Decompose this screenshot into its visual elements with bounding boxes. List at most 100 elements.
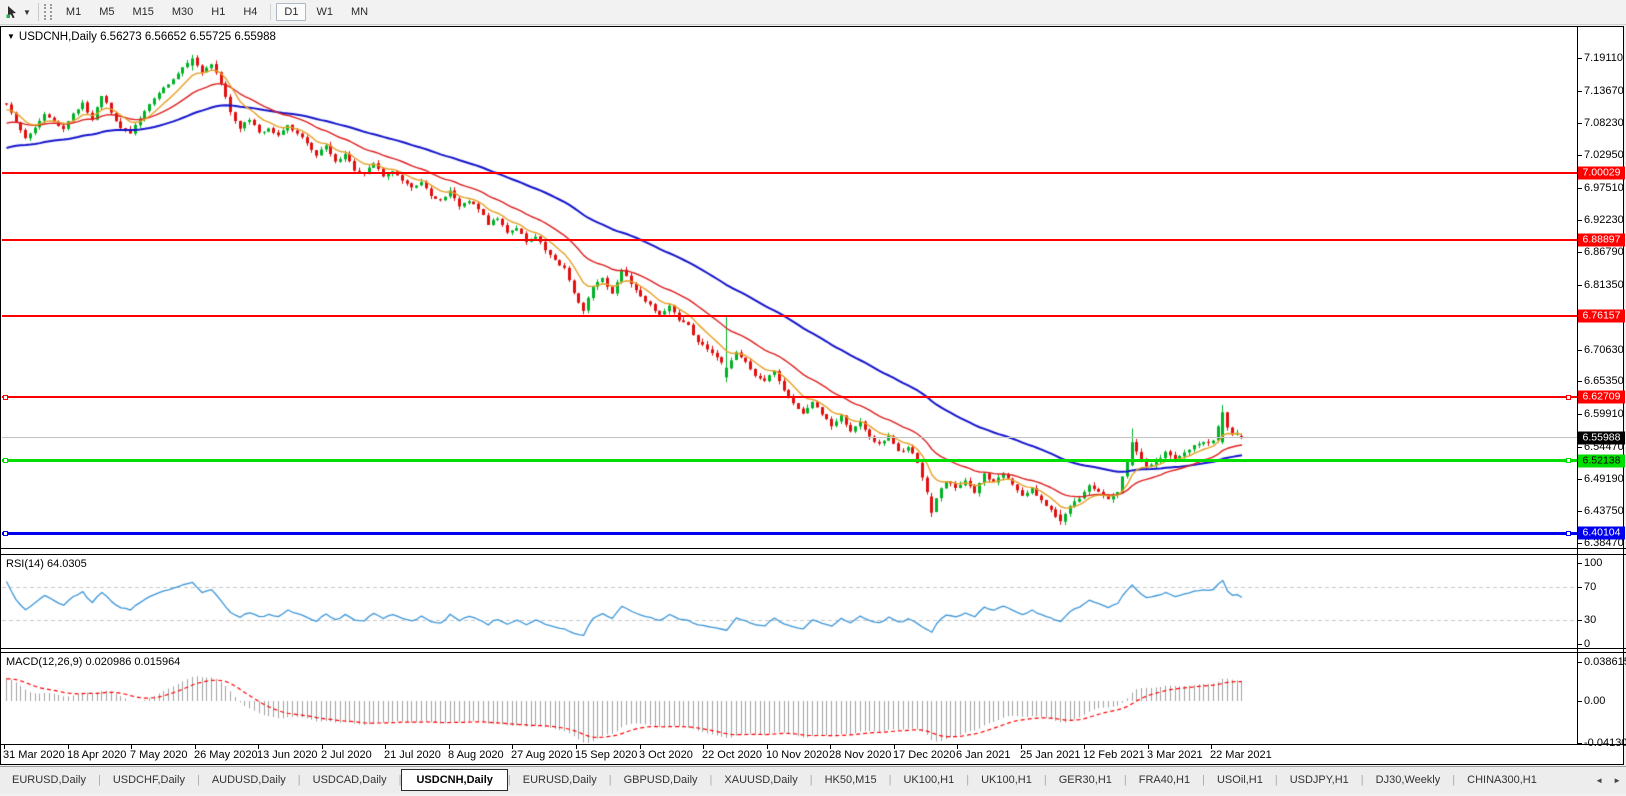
rsi-label: RSI(14) 64.0305 (6, 558, 87, 570)
price-tick-6.49190-tick (1578, 479, 1582, 480)
chart-tab-usdjpy-h1[interactable]: USDJPY,H1 (1289, 774, 1349, 786)
rsi-panel-bottom-border[interactable] (0, 648, 1626, 649)
chart-tab-china300-h1[interactable]: CHINA300,H1 (1467, 774, 1537, 786)
price-tick-6.92230-tick (1578, 220, 1582, 221)
date-label: 12 Feb 2021 (1083, 749, 1145, 761)
price-tick-6.43750-label: 6.43750 (1584, 505, 1624, 518)
price-tick-7.13670-label: 7.13670 (1584, 84, 1624, 97)
timeframe-button-m30[interactable]: M30 (171, 6, 194, 18)
tab-separator: | (1274, 774, 1278, 786)
date-label: 22 Mar 2021 (1210, 749, 1272, 761)
chart-tab-uk100-h1[interactable]: UK100,H1 (981, 774, 1032, 786)
tab-separator: | (1202, 774, 1205, 786)
date-label: 26 May 2020 (194, 749, 258, 761)
rsi-indicator-canvas[interactable] (2, 555, 1577, 647)
tab-scroll-left-button[interactable]: ◄ (1595, 775, 1604, 785)
horizontal-line-6.88897[interactable] (2, 239, 1577, 241)
date-label: 28 Nov 2020 (829, 749, 892, 761)
tab-separator: | (398, 774, 402, 786)
timeframe-button-m5[interactable]: M5 (99, 6, 115, 18)
date-tick (767, 745, 768, 749)
rsi-panel-top-border (0, 554, 1626, 555)
date-label: 10 Nov 2020 (766, 749, 829, 761)
line-handle-left-6.62709[interactable] (3, 395, 8, 400)
tab-separator: | (97, 774, 101, 786)
macd-indicator-canvas[interactable] (2, 653, 1577, 743)
price-tick-6.92230-label: 6.92230 (1584, 213, 1624, 226)
chart-tab-hk50-m15[interactable]: HK50,M15 (824, 774, 877, 786)
date-label: 25 Jan 2021 (1020, 749, 1081, 761)
timeframe-button-m15[interactable]: M15 (132, 6, 154, 18)
line-handle-left-6.52138[interactable] (3, 458, 8, 463)
rsi-value: 64.0305 (46, 558, 87, 570)
hline-price-badge-6.40104: 6.40104 (1578, 526, 1625, 540)
horizontal-line-6.76157[interactable] (2, 315, 1577, 317)
chart-tab-eurusd-daily[interactable]: EURUSD,Daily (522, 774, 597, 786)
date-label: 27 Aug 2020 (511, 749, 573, 761)
price-tick-6.81350-label: 6.81350 (1584, 279, 1624, 291)
chart-tab-usdcad-daily[interactable]: USDCAD,Daily (312, 774, 387, 786)
hline-price-badge-6.62709: 6.62709 (1578, 390, 1625, 404)
rsi-tick-70-label: 70 (1584, 581, 1597, 594)
macd-values: 0.020986 0.015964 (85, 656, 181, 668)
chart-tab-usdcnh-daily[interactable]: USDCNH,Daily (401, 769, 508, 791)
chart-tab-usdchf-daily[interactable]: USDCHF,Daily (112, 774, 185, 786)
macd-tick--0.041306-tick (1578, 743, 1582, 744)
toolbar-grip-handle[interactable] (43, 4, 52, 20)
timeframe-button-h4[interactable]: H4 (243, 6, 258, 18)
price-tick-7.19110-tick (1578, 58, 1582, 59)
price-tick-7.19110-label: 7.19110 (1584, 51, 1623, 64)
cursor-tool-button[interactable] (4, 3, 22, 21)
chart-tab-fra40-h1[interactable]: FRA40,H1 (1138, 774, 1191, 786)
price-tick-6.38470-label: 6.38470 (1584, 537, 1624, 549)
date-tick (258, 745, 259, 749)
line-handle-right-6.40104[interactable] (1566, 531, 1571, 536)
chart-tab-dj30-weekly[interactable]: DJ30,Weekly (1375, 774, 1441, 786)
timeframe-button-w1[interactable]: W1 (316, 6, 333, 18)
date-tick (1021, 745, 1022, 749)
timeframe-button-d1[interactable]: D1 (276, 3, 307, 21)
cursor-tool-dropdown-icon[interactable]: ▼ (23, 7, 31, 17)
timeframe-button-mn[interactable]: MN (350, 6, 369, 18)
tab-separator: | (809, 774, 813, 786)
price-tick-7.08230-tick (1578, 123, 1582, 124)
price-tick-6.38470-tick (1578, 543, 1582, 544)
chart-tab-xauusd-daily[interactable]: XAUUSD,Daily (724, 774, 798, 786)
date-label: 21 Jul 2020 (384, 749, 441, 761)
horizontal-line-6.40104[interactable] (2, 532, 1577, 535)
rsi-tick-100-label: 100 (1584, 557, 1603, 569)
date-tick (640, 745, 641, 749)
date-tick (1084, 745, 1085, 749)
date-label: 3 Mar 2021 (1147, 749, 1203, 761)
chart-tab-gbpusd-daily[interactable]: GBPUSD,Daily (623, 774, 698, 786)
chart-tab-eurusd-daily[interactable]: EURUSD,Daily (12, 774, 86, 786)
macd-tick--0.041306-label: -0.041306 (1584, 736, 1626, 749)
chart-tab-audusd-daily[interactable]: AUDUSD,Daily (211, 774, 286, 786)
price-panel-bottom-border[interactable] (0, 548, 1626, 549)
horizontal-line-6.52138[interactable] (2, 459, 1577, 462)
tab-scroll-right-button[interactable]: ► (1613, 775, 1621, 785)
chart-tab-ger30-h1[interactable]: GER30,H1 (1058, 774, 1112, 786)
horizontal-line-7.00029[interactable] (2, 172, 1577, 174)
horizontal-line-6.62709[interactable] (2, 396, 1577, 398)
date-label: 22 Oct 2020 (702, 749, 762, 761)
date-label: 7 May 2020 (130, 749, 188, 761)
timeframe-button-h1[interactable]: H1 (211, 6, 226, 18)
chart-tab-usoil-h1[interactable]: USOil,H1 (1216, 774, 1263, 786)
price-tick-6.49190-label: 6.49190 (1584, 472, 1624, 485)
line-handle-right-6.52138[interactable] (1566, 458, 1571, 463)
timeframe-button-m1[interactable]: M1 (65, 6, 82, 18)
date-tick (449, 745, 450, 749)
price-tick-6.70630-label: 6.70630 (1584, 343, 1624, 356)
price-chart-canvas[interactable] (2, 28, 1577, 548)
date-label: 13 Jun 2020 (257, 749, 318, 761)
chart-tab-uk100-h1[interactable]: UK100,H1 (903, 774, 955, 786)
line-handle-left-6.40104[interactable] (3, 531, 8, 536)
rsi-tick-70-tick (1578, 587, 1582, 588)
tab-separator: | (966, 774, 970, 786)
date-label: 18 Apr 2020 (67, 749, 127, 761)
collapse-triangle-icon[interactable]: ▼ (7, 32, 15, 41)
date-tick (385, 745, 386, 749)
line-handle-right-6.62709[interactable] (1566, 395, 1571, 400)
